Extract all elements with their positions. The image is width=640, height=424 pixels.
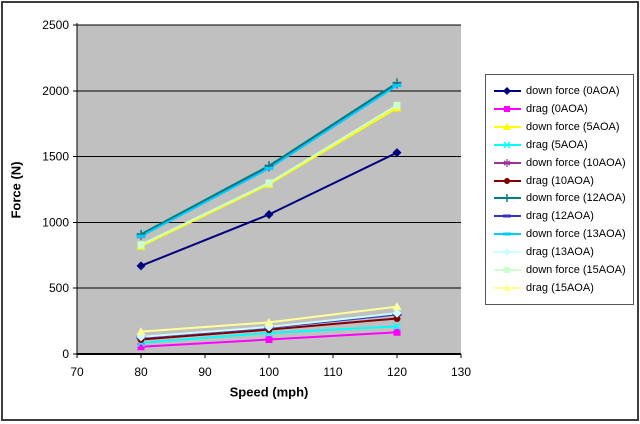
series-marker-square <box>265 179 273 187</box>
x-axis-title: Speed (mph) <box>229 384 309 400</box>
legend-label: drag (5AOA) <box>526 138 588 151</box>
y-tick-label: 1500 <box>42 150 69 164</box>
legend-marker-icon <box>494 194 521 203</box>
x-tick-label: 70 <box>70 365 84 379</box>
series-marker-triangle <box>503 122 511 130</box>
x-tick-label: 130 <box>451 365 471 379</box>
series-marker-star <box>503 158 511 167</box>
y-axis-title: Force (N) <box>8 161 24 219</box>
series-marker-dash <box>503 232 511 236</box>
legend-item: drag (0AOA) <box>493 103 631 115</box>
series-marker-diamond <box>392 148 402 158</box>
legend-marker-icon <box>494 284 521 292</box>
legend-marker-icon <box>494 122 521 130</box>
legend-label: down force (10AOA) <box>526 156 626 169</box>
legend-label: drag (13AOA) <box>526 246 594 259</box>
legend-marker-icon <box>494 86 521 95</box>
y-tick-label: 1000 <box>42 215 69 229</box>
legend-item: down force (5AOA) <box>493 121 631 133</box>
series-marker-dash <box>136 234 146 238</box>
legend-item: drag (12AOA) <box>493 210 631 222</box>
series-marker-dash <box>264 166 274 170</box>
legend-marker-icon <box>494 232 521 236</box>
legend-label: drag (12AOA) <box>526 210 594 223</box>
series-marker-square <box>393 101 401 109</box>
legend-label: down force (12AOA) <box>526 192 626 205</box>
legend-marker-icon <box>494 158 521 167</box>
y-tick-label: 0 <box>62 347 69 361</box>
series-marker-triangle <box>392 302 402 311</box>
series-marker-square <box>504 267 510 274</box>
series-marker-plus <box>503 194 511 203</box>
x-tick-label: 90 <box>198 365 212 379</box>
y-tick-label: 2000 <box>42 84 69 98</box>
legend-item: drag (15AOA) <box>493 282 631 294</box>
legend-marker-icon <box>494 267 521 274</box>
legend-marker-icon <box>494 141 521 149</box>
x-tick-label: 100 <box>259 365 279 379</box>
legend-marker-icon <box>494 177 521 184</box>
series-marker-square <box>504 105 510 112</box>
series-marker-circle <box>504 177 510 184</box>
series-marker-triangle <box>264 317 274 326</box>
series-marker-square <box>265 336 273 344</box>
series-marker-triangle <box>503 284 511 292</box>
series-marker-diamond <box>264 210 274 220</box>
series-marker-diamond <box>136 261 146 271</box>
x-tick-label: 80 <box>134 365 148 379</box>
legend-marker-icon <box>494 214 521 218</box>
legend-item: down force (15AOA) <box>493 264 631 276</box>
legend-item: drag (10AOA) <box>493 175 631 187</box>
legend-label: down force (15AOA) <box>526 264 626 277</box>
legend-label: drag (10AOA) <box>526 174 594 187</box>
legend-item: down force (10AOA) <box>493 157 631 169</box>
series-marker-diamond <box>503 86 511 95</box>
x-tick-label: 120 <box>387 365 407 379</box>
legend-label: down force (0AOA) <box>526 84 620 97</box>
series-marker-x <box>503 141 511 149</box>
legend-item: down force (12AOA) <box>493 192 631 204</box>
legend-marker-icon <box>494 248 521 257</box>
y-tick-label: 2500 <box>42 18 69 32</box>
legend-item: drag (13AOA) <box>493 246 631 258</box>
plot-background <box>77 25 461 354</box>
legend-label: drag (15AOA) <box>526 282 594 295</box>
legend-marker-icon <box>494 105 521 112</box>
legend-item: drag (5AOA) <box>493 139 631 151</box>
series-marker-diamond <box>392 308 402 318</box>
series-marker-square <box>137 241 145 249</box>
legend-item: down force (0AOA) <box>493 85 631 97</box>
series-marker-square <box>137 343 145 351</box>
legend-label: drag (0AOA) <box>526 102 588 115</box>
series-marker-x <box>392 322 402 331</box>
legend: down force (0AOA) drag (0AOA) down force (… <box>485 74 634 305</box>
legend-item: down force (13AOA) <box>493 228 631 240</box>
series-marker-triangle <box>136 327 146 336</box>
series-marker-dash <box>503 214 511 218</box>
series-marker-square <box>393 328 401 336</box>
x-tick-label: 110 <box>323 365 342 379</box>
legend-label: down force (5AOA) <box>526 120 620 133</box>
y-tick-label: 500 <box>49 281 69 295</box>
series-marker-diamond <box>503 248 511 257</box>
series-marker-circle <box>393 314 401 322</box>
legend-label: down force (13AOA) <box>526 228 626 241</box>
series-marker-dash <box>392 84 402 88</box>
